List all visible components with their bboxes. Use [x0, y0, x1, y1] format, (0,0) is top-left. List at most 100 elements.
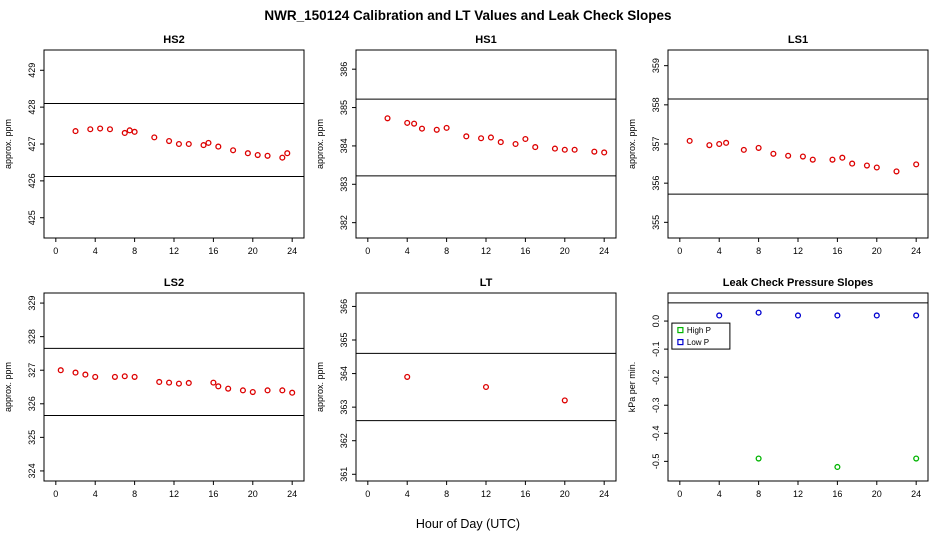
- y-tick-label: 428: [27, 100, 37, 115]
- y-tick-label: 385: [339, 100, 349, 115]
- x-tick-label: 8: [756, 246, 761, 256]
- panel-ls1: LS1 0 4 8 12 16 20 24 355 356 357 358 359 approx. ppm: [624, 30, 936, 273]
- data-point: [601, 149, 608, 156]
- x-tick-label: 20: [560, 489, 570, 499]
- x-tick-label: 24: [287, 489, 297, 499]
- chart-lt: LT 0 4 8 12 16 20 24 361 362 363 364 365 366 approx. p…: [315, 277, 617, 499]
- data-point: [254, 152, 261, 159]
- data-point: [72, 369, 79, 376]
- x-tick-label: 4: [405, 246, 410, 256]
- data-point: [487, 134, 494, 141]
- data-point: [785, 152, 792, 159]
- data-point: [834, 463, 841, 471]
- y-tick-label: 329: [27, 296, 37, 311]
- y-axis-title: approx. ppm: [3, 362, 13, 412]
- data-point: [215, 383, 222, 390]
- plot-box: [43, 292, 305, 482]
- data-point: [561, 397, 568, 404]
- x-tick-label: 16: [520, 246, 530, 256]
- data-point: [443, 124, 450, 131]
- chart-ls1: LS1 0 4 8 12 16 20 24 355 356 357 358 359 approx. ppm: [627, 34, 929, 256]
- x-tick-label: 0: [53, 246, 58, 256]
- data-point: [706, 142, 713, 149]
- data-point: [799, 153, 806, 160]
- data-point: [205, 139, 212, 146]
- legend-label: Low P: [687, 338, 709, 347]
- y-tick-label: -0.1: [651, 341, 661, 357]
- data-point: [126, 127, 133, 134]
- x-tick-label: 12: [481, 246, 491, 256]
- data-point: [57, 367, 64, 374]
- y-tick-label: 326: [27, 396, 37, 411]
- y-tick-label: -0.2: [651, 369, 661, 385]
- y-tick-label: 425: [27, 210, 37, 225]
- data-point: [755, 309, 762, 316]
- data-point: [404, 119, 411, 126]
- data-point: [264, 387, 271, 394]
- y-tick-label: 365: [339, 332, 349, 347]
- data-point: [913, 455, 920, 462]
- data-point: [829, 156, 836, 163]
- data-point: [839, 154, 846, 161]
- y-tick-label: 429: [27, 63, 37, 78]
- data-point: [264, 152, 271, 159]
- data-point: [740, 146, 747, 153]
- data-point: [873, 312, 880, 319]
- data-point: [716, 312, 723, 319]
- data-point: [92, 373, 99, 380]
- data-point: [185, 140, 192, 148]
- panel-title: HS2: [163, 34, 184, 46]
- data-point: [478, 135, 485, 142]
- panel-lt: LT 0 4 8 12 16 20 24 361 362 363 364 365 366 approx. p…: [312, 273, 624, 516]
- y-tick-label: -0.5: [651, 454, 661, 470]
- x-tick-label: 8: [444, 246, 449, 256]
- plot-box: [355, 292, 617, 482]
- y-tick-label: 359: [651, 58, 661, 73]
- data-point: [561, 146, 568, 153]
- y-tick-label: 328: [27, 329, 37, 344]
- y-axis-title: kPa per min.: [627, 362, 637, 413]
- plot-box: [43, 49, 305, 239]
- data-point: [131, 373, 138, 380]
- data-point: [913, 161, 920, 168]
- data-point: [185, 379, 192, 387]
- x-tick-label: 0: [365, 489, 370, 499]
- x-axis-label: Hour of Day (UTC): [415, 517, 521, 531]
- data-point: [156, 378, 163, 386]
- legend-label: High P: [687, 326, 711, 335]
- x-tick-label: 12: [481, 489, 491, 499]
- data-point: [522, 135, 529, 143]
- y-tick-label: 366: [339, 299, 349, 314]
- legend-marker: [677, 326, 684, 334]
- y-tick-label: 383: [339, 177, 349, 192]
- panel-leak: Leak Check Pressure Slopes 0 4 8 12 16 20 24 0.0…: [624, 273, 936, 516]
- y-tick-label: 386: [339, 62, 349, 77]
- x-tick-label: 20: [872, 246, 882, 256]
- chart-hs1: HS1 0 4 8 12 16 20 24 382 383 384 385 386 approx. ppm: [315, 34, 617, 256]
- data-point: [482, 383, 490, 391]
- data-point: [230, 147, 237, 154]
- y-tick-label: 358: [651, 97, 661, 112]
- data-point: [873, 164, 880, 171]
- y-tick-label: 324: [27, 463, 37, 478]
- y-tick-label: 361: [339, 467, 349, 482]
- y-tick-label: 426: [27, 173, 37, 188]
- data-point: [225, 385, 232, 392]
- chart-leak: Leak Check Pressure Slopes 0 4 8 12 16 20 24 0.0…: [627, 277, 929, 499]
- data-point: [551, 145, 558, 152]
- data-point: [249, 388, 256, 396]
- data-point: [411, 120, 418, 127]
- data-point: [210, 379, 217, 386]
- data-point: [770, 150, 777, 157]
- data-point: [121, 373, 128, 380]
- data-point: [97, 125, 104, 132]
- legend-marker: [677, 338, 684, 346]
- x-tick-label: 8: [132, 489, 137, 499]
- x-tick-label: 24: [599, 489, 609, 499]
- x-tick-label: 0: [677, 489, 682, 499]
- y-tick-label: 427: [27, 136, 37, 151]
- data-point: [131, 128, 138, 135]
- x-tick-label: 4: [405, 489, 410, 499]
- data-point: [200, 142, 207, 149]
